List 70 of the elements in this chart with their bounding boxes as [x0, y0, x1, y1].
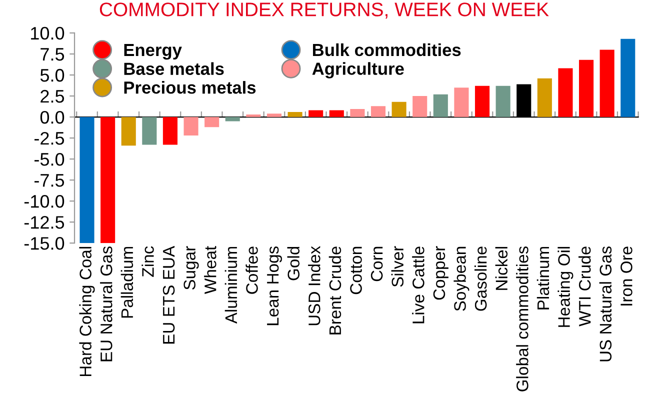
bar [433, 94, 448, 118]
y-tick-label: 2.5 [40, 90, 64, 103]
x-tick-label: Corn [370, 246, 383, 282]
x-tick-label: Cotton [350, 246, 362, 294]
x-tick-label: Wheat [204, 246, 216, 294]
bar [308, 110, 324, 118]
x-tick-label: Hard Coking Coal [79, 246, 95, 376]
y-tick-label: -12.5 [24, 216, 64, 229]
y-tick-label: 10.0 [31, 26, 64, 40]
x-tick-label: Palladium [120, 246, 134, 318]
bar [600, 50, 614, 118]
bar [392, 102, 406, 118]
legend-label: Base metals [124, 62, 224, 75]
x-tick-label: Brent Crude [328, 246, 342, 334]
bar [412, 96, 428, 118]
y-tick-label: -5.0 [34, 152, 64, 166]
legend-label: Bulk commodities [313, 43, 461, 56]
y-tick-label: -7.5 [34, 174, 64, 187]
x-tick-label: Live Cattle [412, 246, 424, 324]
x-tick-label: USD Index [308, 246, 320, 326]
x-tick-label: Zinc [142, 246, 154, 277]
legend-label: Precious metals [124, 81, 256, 94]
x-tick-label: Silver [391, 246, 404, 287]
x-tick-label: Lean Hogs [267, 246, 282, 326]
y-tick-label: 5.0 [40, 68, 64, 82]
x-tick-label: US Natural Gas [599, 246, 612, 362]
x-tick-label: Global commodities [516, 246, 528, 392]
bar [496, 86, 510, 118]
bar [558, 68, 573, 118]
bar [578, 60, 594, 118]
x-tick-label: Gasoline [474, 246, 487, 311]
x-tick-label: Coffee [246, 246, 258, 294]
y-tick-label: -2.5 [34, 132, 64, 145]
bar [329, 110, 344, 118]
bar [288, 112, 302, 118]
x-tick-label: Gold [287, 246, 300, 280]
y-tick-label: 7.5 [40, 48, 64, 61]
x-tick-label: Aluminium [224, 246, 238, 324]
bar [620, 38, 636, 118]
bar [80, 117, 94, 244]
bar [162, 117, 178, 145]
bar [537, 78, 552, 118]
chart-title: COMMODITY INDEX RETURNS, WEEK ON WEEK [100, 2, 549, 19]
x-tick-label: Copper [433, 246, 448, 300]
y-tick-label: -10.0 [24, 194, 64, 208]
x-tick-label: Iron Ore [620, 246, 632, 306]
bar [266, 114, 282, 118]
x-tick-label: EU Natural Gas [100, 246, 112, 362]
bar [142, 117, 157, 145]
bar [370, 106, 386, 118]
x-tick-label: Soybean [454, 246, 470, 311]
legend-label: Agriculture [312, 62, 404, 78]
x-tick-label: WTI Crude [578, 246, 591, 326]
x-tick-label: EU ETS EUA [162, 246, 175, 344]
x-tick-label: Heating Oil [558, 246, 574, 327]
bar [121, 117, 136, 146]
bar [204, 117, 220, 128]
y-tick-label: -15.0 [24, 237, 64, 250]
bar [454, 88, 469, 118]
bar [474, 86, 490, 118]
y-tick-label: 0.0 [40, 110, 64, 124]
bar [350, 109, 365, 118]
bar [100, 117, 116, 244]
bar [184, 117, 198, 136]
bar [246, 114, 261, 118]
legend-label: Energy [124, 44, 182, 60]
x-tick-label: Platinum [536, 246, 550, 310]
bar [225, 117, 240, 122]
x-tick-label: Nickel [495, 246, 508, 290]
x-tick-label: Sugar [184, 246, 199, 290]
